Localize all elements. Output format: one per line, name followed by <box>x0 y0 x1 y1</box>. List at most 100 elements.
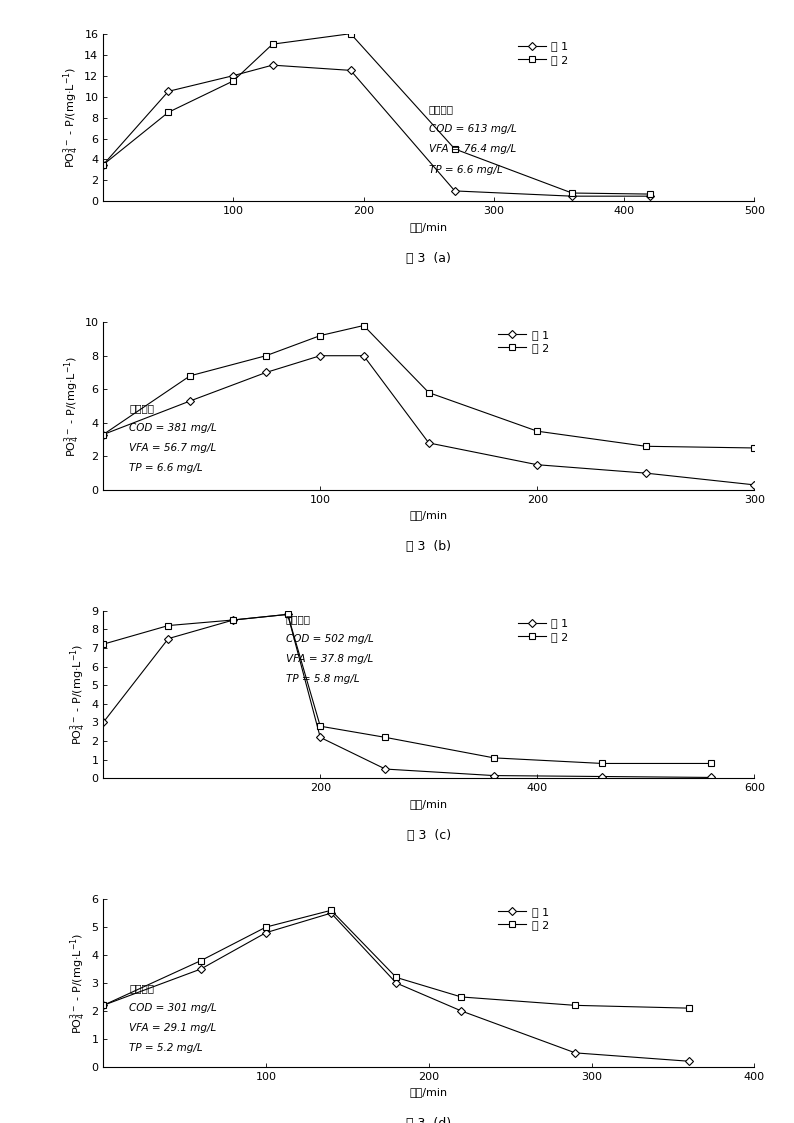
Line: 柱 1: 柱 1 <box>101 911 692 1063</box>
柱 2 <box>98 638 108 651</box>
柱 1 <box>646 190 655 203</box>
Text: VFA = 29.1 mg/L: VFA = 29.1 mg/L <box>129 1023 217 1033</box>
柱 1 <box>196 962 206 976</box>
Line: 柱 1: 柱 1 <box>101 612 714 780</box>
柱 1 <box>283 608 292 621</box>
柱 2 <box>646 188 655 201</box>
柱 1 <box>489 769 499 783</box>
X-axis label: 时间/min: 时间/min <box>410 1087 448 1097</box>
Text: COD = 502 mg/L: COD = 502 mg/L <box>286 634 373 645</box>
Text: 图 3  (d): 图 3 (d) <box>407 1117 451 1123</box>
柱 2 <box>570 998 580 1012</box>
柱 1 <box>185 394 195 408</box>
柱 2 <box>750 441 759 455</box>
Line: 柱 2: 柱 2 <box>101 31 653 197</box>
柱 1 <box>641 466 650 480</box>
柱 1 <box>326 906 336 920</box>
Text: COD = 301 mg/L: COD = 301 mg/L <box>129 1003 217 1013</box>
柱 1 <box>750 478 759 492</box>
Y-axis label: PO$^{3-}_4$ - P/(mg·L$^{-1}$): PO$^{3-}_4$ - P/(mg·L$^{-1}$) <box>62 355 82 457</box>
柱 2 <box>98 158 108 172</box>
柱 1 <box>424 436 434 449</box>
柱 1 <box>98 428 108 441</box>
柱 2 <box>424 386 434 400</box>
柱 2 <box>706 757 715 770</box>
X-axis label: 时间/min: 时间/min <box>410 510 448 520</box>
Text: 原污水：: 原污水： <box>429 104 453 115</box>
Y-axis label: PO$^{3-}_4$ - P/(mg·L$^{-1}$): PO$^{3-}_4$ - P/(mg·L$^{-1}$) <box>69 932 88 1033</box>
Text: VFA = 56.7 mg/L: VFA = 56.7 mg/L <box>129 442 217 453</box>
柱 2 <box>196 953 206 967</box>
柱 1 <box>315 731 325 745</box>
柱 2 <box>268 37 277 51</box>
柱 1 <box>391 976 401 989</box>
柱 1 <box>229 613 238 627</box>
Text: 图 3  (a): 图 3 (a) <box>407 252 451 265</box>
柱 2 <box>567 186 576 200</box>
柱 2 <box>489 751 499 765</box>
柱 2 <box>315 329 325 343</box>
Line: 柱 2: 柱 2 <box>101 322 757 450</box>
柱 2 <box>229 613 238 627</box>
Legend: 柱 1, 柱 2: 柱 1, 柱 2 <box>494 903 553 934</box>
Y-axis label: PO$^{3-}_4$ - P/(mg·L$^{-1}$): PO$^{3-}_4$ - P/(mg·L$^{-1}$) <box>69 643 88 746</box>
Line: 柱 1: 柱 1 <box>101 63 653 199</box>
Legend: 柱 1, 柱 2: 柱 1, 柱 2 <box>514 37 573 70</box>
柱 2 <box>346 27 356 40</box>
柱 1 <box>98 715 108 729</box>
柱 1 <box>533 458 542 472</box>
柱 1 <box>268 58 277 72</box>
Text: COD = 381 mg/L: COD = 381 mg/L <box>129 422 217 432</box>
Y-axis label: PO$^{3-}_4$ - P/(mg·L$^{-1}$): PO$^{3-}_4$ - P/(mg·L$^{-1}$) <box>62 67 82 168</box>
柱 2 <box>261 349 271 363</box>
柱 2 <box>326 904 336 917</box>
Text: TP = 6.6 mg/L: TP = 6.6 mg/L <box>429 164 503 174</box>
柱 2 <box>164 619 173 632</box>
Legend: 柱 1, 柱 2: 柱 1, 柱 2 <box>494 326 553 358</box>
柱 1 <box>570 1047 580 1060</box>
Text: 原污水：: 原污水： <box>286 614 310 624</box>
柱 2 <box>380 731 390 745</box>
柱 1 <box>706 770 715 784</box>
Text: VFA = 37.8 mg/L: VFA = 37.8 mg/L <box>286 655 372 665</box>
柱 1 <box>229 69 238 82</box>
柱 2 <box>359 319 368 332</box>
柱 1 <box>346 64 356 77</box>
柱 1 <box>598 769 607 783</box>
柱 1 <box>359 349 368 363</box>
柱 2 <box>450 143 460 156</box>
柱 1 <box>98 158 108 172</box>
柱 1 <box>98 998 108 1012</box>
柱 2 <box>533 424 542 438</box>
Line: 柱 2: 柱 2 <box>101 907 692 1011</box>
柱 2 <box>98 428 108 441</box>
柱 1 <box>261 366 271 380</box>
柱 2 <box>598 757 607 770</box>
Text: 原污水：: 原污水： <box>129 403 154 412</box>
柱 1 <box>457 1004 466 1017</box>
Text: COD = 613 mg/L: COD = 613 mg/L <box>429 125 517 135</box>
柱 1 <box>684 1054 694 1068</box>
柱 1 <box>450 184 460 198</box>
柱 1 <box>315 349 325 363</box>
Text: VFA = 76.4 mg/L: VFA = 76.4 mg/L <box>429 145 516 154</box>
柱 2 <box>185 369 195 383</box>
Text: 原污水：: 原污水： <box>129 983 154 993</box>
Line: 柱 1: 柱 1 <box>101 353 757 487</box>
Legend: 柱 1, 柱 2: 柱 1, 柱 2 <box>514 614 573 646</box>
Line: 柱 2: 柱 2 <box>101 612 714 766</box>
柱 2 <box>684 1002 694 1015</box>
柱 2 <box>98 998 108 1012</box>
柱 1 <box>380 763 390 776</box>
X-axis label: 时间/min: 时间/min <box>410 222 448 231</box>
Text: 图 3  (b): 图 3 (b) <box>407 540 451 554</box>
柱 2 <box>164 106 173 119</box>
柱 1 <box>567 190 576 203</box>
柱 2 <box>283 608 292 621</box>
Text: 图 3  (c): 图 3 (c) <box>407 829 451 841</box>
柱 2 <box>641 439 650 453</box>
Text: TP = 5.8 mg/L: TP = 5.8 mg/L <box>286 675 359 684</box>
柱 2 <box>315 720 325 733</box>
柱 2 <box>457 990 466 1004</box>
柱 1 <box>164 632 173 646</box>
